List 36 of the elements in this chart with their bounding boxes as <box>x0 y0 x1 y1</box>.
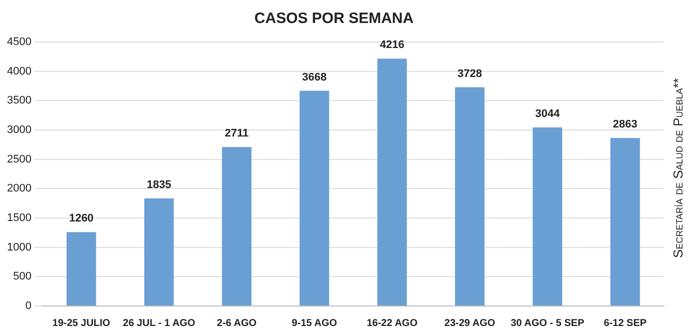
bar <box>377 58 407 306</box>
y-tick-label: 4000 <box>6 65 32 78</box>
data-label: 3668 <box>302 71 327 84</box>
y-tick-label: 1000 <box>6 241 32 254</box>
data-label: 2863 <box>612 118 638 131</box>
x-tick-label: 16-22 AGO <box>366 318 418 329</box>
bar <box>66 232 96 306</box>
y-tick-label: 2000 <box>6 182 32 195</box>
bar <box>532 127 562 306</box>
x-tick-label: 23-29 AGO <box>444 318 496 329</box>
bar <box>144 198 174 306</box>
y-tick-label: 1500 <box>6 212 32 224</box>
x-tick-label: 26 JUL - 1 AGO <box>122 318 196 329</box>
y-tick-label: 500 <box>13 270 32 283</box>
y-tick-label: 3000 <box>6 124 32 136</box>
bar <box>455 87 485 306</box>
x-tick-label: 19-25 JULIO <box>52 318 110 329</box>
data-label: 1835 <box>146 178 172 191</box>
x-tick-label: 30 AGO - 5 SEP <box>510 318 585 329</box>
y-tick-label: 0 <box>25 300 32 312</box>
data-label: 2711 <box>224 127 249 140</box>
y-tick-label: 2500 <box>6 153 32 166</box>
data-label: 4216 <box>380 39 404 52</box>
x-tick-label: 9-15 AGO <box>292 318 338 329</box>
bar <box>300 90 330 306</box>
y-tick-label: 3500 <box>6 94 32 107</box>
bar <box>610 138 640 306</box>
bar <box>222 146 252 306</box>
x-tick-label: 6-12 SEP <box>604 318 647 329</box>
data-label: 1260 <box>69 212 94 225</box>
chart-title: CASOS POR SEMANA <box>254 10 414 28</box>
text: Secretaría de Salud de Puebla** <box>670 78 686 258</box>
data-label: 3044 <box>535 108 561 120</box>
data-label: 3728 <box>458 68 482 80</box>
y-tick-label: 4500 <box>6 36 32 48</box>
x-tick-label: 2-6 AGO <box>216 318 257 329</box>
